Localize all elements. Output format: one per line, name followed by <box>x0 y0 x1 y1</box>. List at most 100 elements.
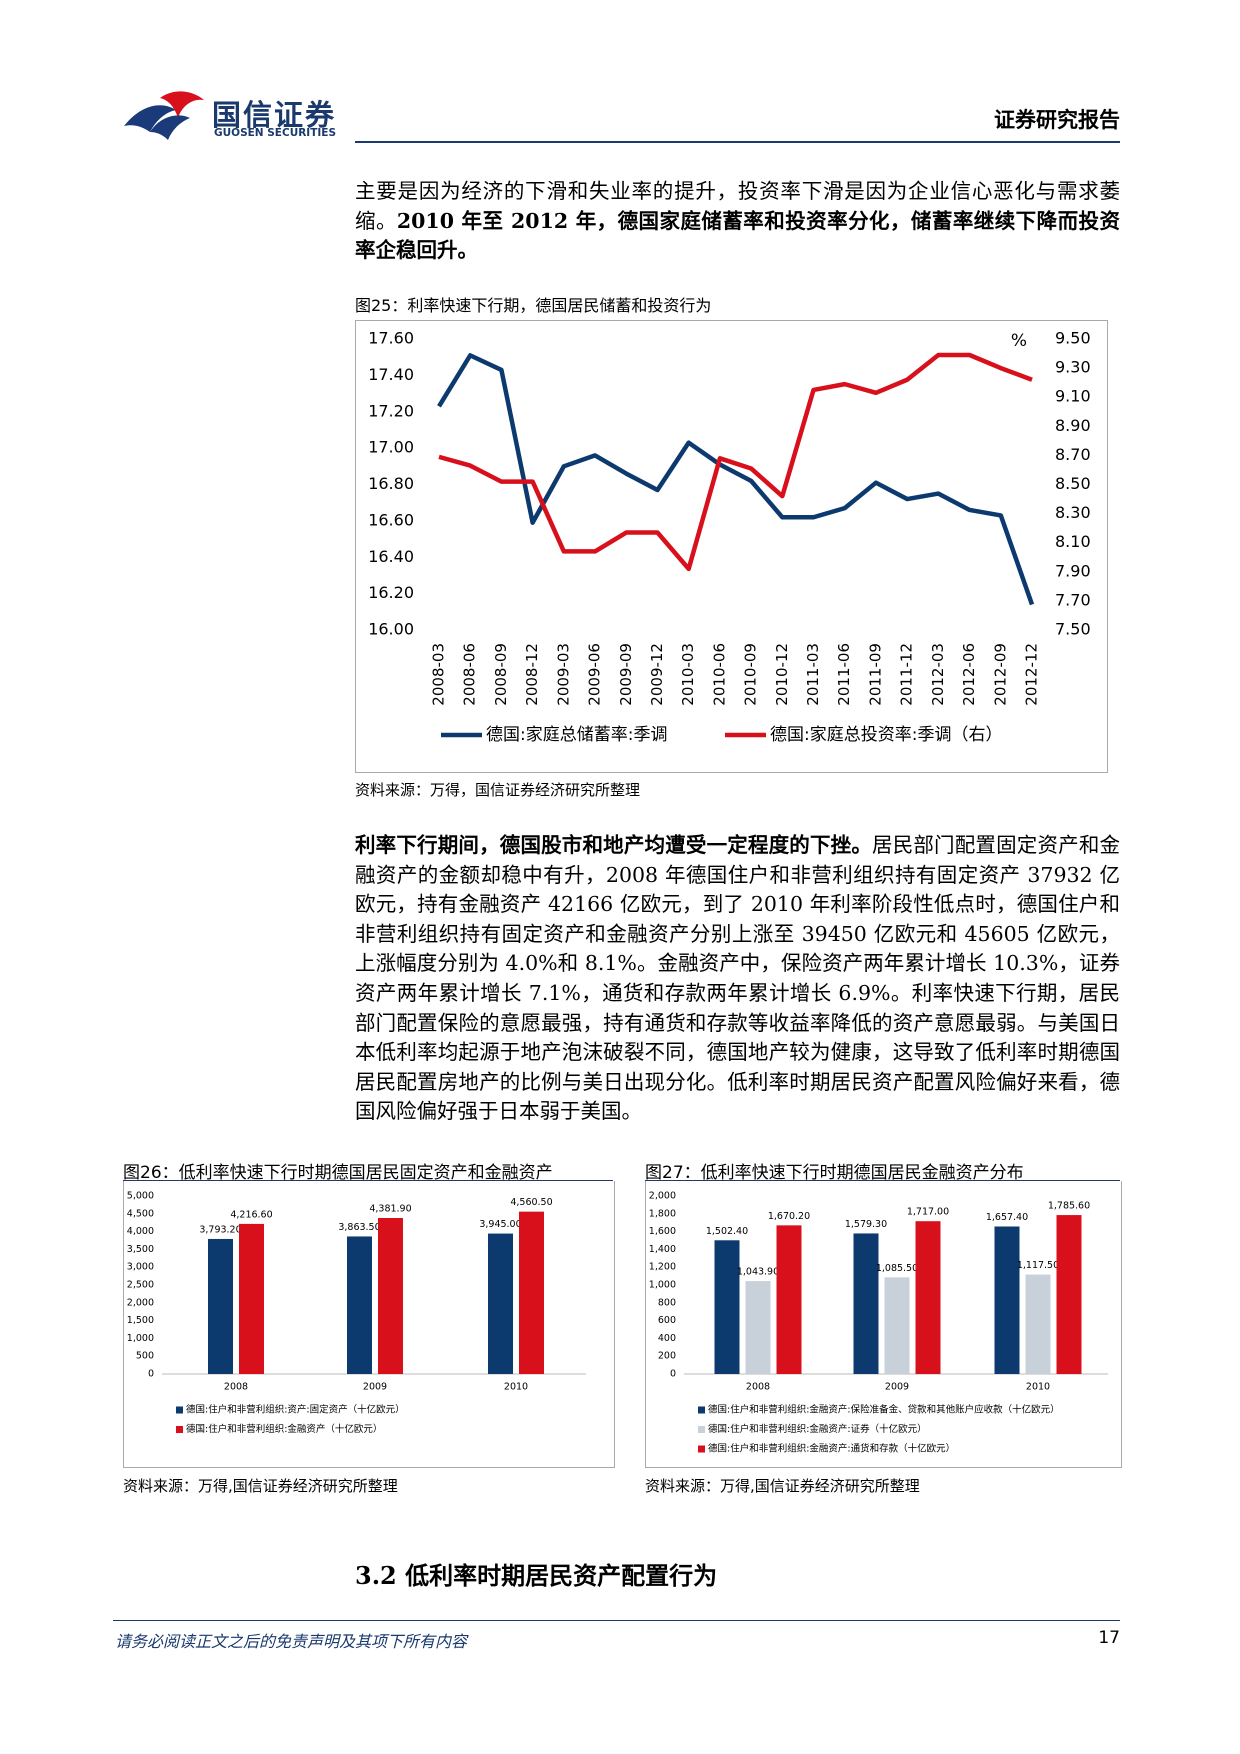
y-tick-label: 500 <box>136 1351 154 1362</box>
text-run: 居民部门配置固定资产和金融资产的金额却稳中有升，2008 年德国住户和非营利组织… <box>355 833 1121 1124</box>
value-label: 1,670.20 <box>768 1211 810 1222</box>
y2-tick-label: 9.50 <box>1055 329 1091 348</box>
x-tick-label: 2011-12 <box>898 643 916 706</box>
x-tick-label: 2009-12 <box>648 643 666 706</box>
x-tick-label: 2012-09 <box>991 643 1009 706</box>
y-tick-label: 16.00 <box>368 620 414 639</box>
x-tick-label: 2008 <box>746 1382 770 1393</box>
y2-tick-label: 8.50 <box>1055 474 1091 493</box>
text-run: 2010 年至 2012 年，德国家庭储蓄率和投资率分化，储蓄率继续下降而投资率… <box>355 208 1120 263</box>
y-tick-label: 400 <box>658 1333 676 1344</box>
bar <box>884 1277 910 1374</box>
paragraph: 主要是因为经济的下滑和失业率的提升，投资率下滑是因为企业信心恶化与需求萎缩。20… <box>355 177 1120 266</box>
figure-source: 资料来源：万得,国信证券经济研究所整理 <box>123 1477 398 1495</box>
bar <box>239 1223 264 1374</box>
y-tick-label: 1,400 <box>649 1244 676 1255</box>
x-tick-label: 2009-03 <box>554 643 572 706</box>
legend-swatch <box>176 1426 183 1433</box>
chart: 0 200 400 600 800 1,000 1,200 1,400 1,600 1,800 2,… <box>649 1191 1108 1455</box>
figure-source: 资料来源：万得,国信证券经济研究所整理 <box>645 1477 920 1495</box>
value-label: 4,216.60 <box>230 1209 272 1220</box>
header-rule <box>355 141 1120 143</box>
y2-tick-label: 9.10 <box>1055 387 1091 406</box>
caption-rule <box>123 1180 613 1181</box>
legend-label: 德国:住户和非营利组织:资产:固定资产（十亿欧元） <box>186 1404 405 1416</box>
y-tick-label: 1,600 <box>649 1226 676 1237</box>
x-tick-label: 2010-09 <box>742 643 760 706</box>
x-tick-label: 2008-06 <box>461 643 479 706</box>
page-number: 17 <box>1098 1628 1120 1648</box>
chart: 0 500 1,000 1,500 2,000 2,500 3,000 3,500 4,000 4… <box>127 1191 586 1435</box>
y-tick-label: 1,000 <box>127 1333 154 1344</box>
bar <box>745 1281 771 1374</box>
x-tick-label: 2010 <box>1026 1382 1050 1393</box>
y-tick-label: 16.80 <box>368 474 414 493</box>
value-label: 4,560.50 <box>510 1197 552 1208</box>
value-label: 1,117.50 <box>1017 1260 1059 1271</box>
value-label: 3,863.50 <box>338 1222 380 1233</box>
y-tick-label: 17.00 <box>368 438 414 457</box>
y2-tick-label: 8.90 <box>1055 416 1091 435</box>
y-tick-label: 1,500 <box>127 1315 154 1326</box>
y2-tick-label: 8.70 <box>1055 445 1091 464</box>
series-line <box>438 352 1033 572</box>
figure-box: 0 500 1,000 1,500 2,000 2,500 3,000 3,500 4,000 4… <box>123 1181 615 1468</box>
legend-label: 德国:住户和非营利组织:金融资产（十亿欧元） <box>186 1423 382 1435</box>
legend-label: 德国:家庭总投资率:季调（右） <box>770 725 1002 745</box>
y-tick-label: 0 <box>148 1369 154 1380</box>
y-tick-label: 0 <box>670 1369 676 1380</box>
y-tick-label: 200 <box>658 1351 676 1362</box>
x-tick-label: 2011-06 <box>835 643 853 706</box>
figure-box: 0 200 400 600 800 1,000 1,200 1,400 1,600 1,800 2,… <box>645 1181 1122 1468</box>
chart: 16.00 16.20 16.40 16.60 16.80 17.00 17.20 17.40… <box>368 329 1091 746</box>
x-tick-label: 2010-03 <box>679 643 697 706</box>
paragraph: 利率下行期间，德国股市和地产均遭受一定程度的下挫。居民部门配置固定资产和金融资产… <box>355 831 1120 1127</box>
bar <box>853 1233 879 1374</box>
y-tick-label: 600 <box>658 1315 676 1326</box>
value-label: 1,657.40 <box>986 1212 1028 1223</box>
figure-caption: 图25：利率快速下行期，德国居民储蓄和投资行为 <box>355 296 712 315</box>
value-label: 1,785.60 <box>1048 1201 1090 1212</box>
x-tick-label: 2008-03 <box>430 643 448 706</box>
text-run: 主要是因为经济的下滑和失业率的提升，投资率下滑是因为企业信心恶化与需求萎缩。 <box>355 179 1120 233</box>
bar <box>208 1238 233 1374</box>
text-run: 利率下行期间，德国股市和地产均遭受一定程度的下挫。 <box>355 833 873 857</box>
value-label: 3,945.00 <box>479 1219 521 1230</box>
legend-label: 德国:住户和非营利组织:金融资产:证券（十亿欧元） <box>708 1423 927 1435</box>
x-tick-label: 2012-03 <box>929 643 947 706</box>
figure-caption: 图26：低利率快速下行时期德国居民固定资产和金融资产 <box>123 1163 553 1183</box>
bar <box>488 1233 513 1374</box>
bar <box>776 1225 802 1374</box>
report-type: 证券研究报告 <box>994 108 1120 132</box>
x-tick-label: 2010-12 <box>773 643 791 706</box>
value-label: 4,381.90 <box>369 1204 411 1215</box>
footer-rule <box>113 1620 1120 1621</box>
y-tick-label: 1,200 <box>649 1262 676 1273</box>
y2-tick-label: 9.30 <box>1055 358 1091 377</box>
figure-box: 16.00 16.20 16.40 16.60 16.80 17.00 17.20 17.40… <box>355 320 1108 773</box>
footer-disclaimer: 请务必阅读正文之后的免责声明及其项下所有内容 <box>115 1632 468 1651</box>
x-tick-label: 2009 <box>363 1382 387 1393</box>
section-heading: 3.2 低利率时期居民资产配置行为 <box>355 1561 718 1590</box>
x-tick-label: 2010 <box>504 1382 528 1393</box>
bar <box>915 1221 941 1374</box>
x-tick-label: 2011-03 <box>804 643 822 706</box>
y-tick-label: 16.40 <box>368 547 414 566</box>
y2-tick-label: 7.90 <box>1055 561 1091 580</box>
caption-rule <box>645 1180 1120 1181</box>
logo-mark <box>124 91 204 140</box>
x-tick-label: 2008 <box>224 1382 248 1393</box>
x-tick-label: 2011-09 <box>866 643 884 706</box>
y-tick-label: 2,500 <box>127 1280 154 1291</box>
bar <box>714 1240 740 1374</box>
bar <box>1025 1274 1051 1374</box>
y2-tick-label: 7.70 <box>1055 590 1091 609</box>
y-tick-label: 16.60 <box>368 510 414 529</box>
x-tick-label: 2012-06 <box>960 643 978 706</box>
y-tick-label: 16.20 <box>368 583 414 602</box>
x-tick-label: 2008-12 <box>523 643 541 706</box>
y-tick-label: 3,500 <box>127 1244 154 1255</box>
y-tick-label: 4,000 <box>127 1226 154 1237</box>
y-tick-label: 17.40 <box>368 365 414 384</box>
bar <box>1056 1215 1082 1374</box>
